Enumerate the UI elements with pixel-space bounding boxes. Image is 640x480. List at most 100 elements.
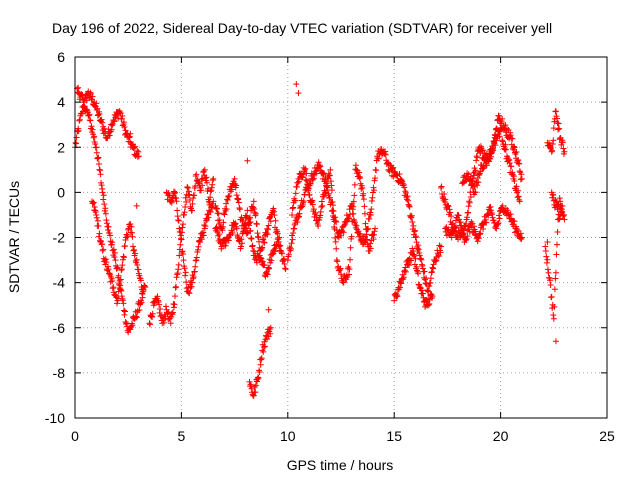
data-point xyxy=(356,175,363,182)
data-point xyxy=(418,287,425,294)
data-point xyxy=(375,155,382,162)
data-point xyxy=(402,264,409,271)
data-point xyxy=(260,239,267,246)
data-point xyxy=(135,266,142,273)
data-point xyxy=(95,222,102,229)
data-point xyxy=(218,245,225,252)
data-point xyxy=(128,323,135,330)
data-point xyxy=(406,262,413,269)
data-point xyxy=(111,118,118,125)
data-point xyxy=(203,179,210,186)
y-tick-label: -4 xyxy=(53,275,66,291)
data-point xyxy=(193,257,200,264)
data-point xyxy=(288,240,295,247)
data-point xyxy=(360,196,367,203)
data-point xyxy=(89,93,96,100)
data-point xyxy=(257,254,264,261)
data-point xyxy=(290,230,297,237)
data-point xyxy=(221,211,228,218)
data-point xyxy=(368,206,375,213)
data-point xyxy=(171,301,178,308)
data-point xyxy=(328,182,335,189)
data-point xyxy=(172,189,179,196)
data-point xyxy=(209,177,216,184)
data-point xyxy=(186,191,193,198)
data-point xyxy=(154,293,161,300)
data-point xyxy=(94,217,101,224)
data-point xyxy=(312,170,319,177)
data-point xyxy=(170,304,177,311)
data-point xyxy=(123,320,130,327)
data-point xyxy=(332,214,339,221)
data-point xyxy=(513,223,520,230)
data-point xyxy=(255,375,262,382)
data-point xyxy=(397,284,404,291)
data-point-outlier xyxy=(265,306,272,313)
data-point xyxy=(281,255,288,262)
data-point xyxy=(329,207,336,214)
data-point xyxy=(122,308,129,315)
data-point xyxy=(368,198,375,205)
data-point xyxy=(548,293,555,300)
data-point xyxy=(357,174,364,181)
data-point xyxy=(303,177,310,184)
data-point xyxy=(262,332,269,339)
data-point xyxy=(424,287,431,294)
data-point xyxy=(191,269,198,276)
data-point xyxy=(136,306,143,313)
data-point xyxy=(237,245,244,252)
data-point xyxy=(233,182,240,189)
x-tick-label: 0 xyxy=(71,428,79,444)
data-point xyxy=(292,217,299,224)
data-point xyxy=(225,237,232,244)
data-point xyxy=(406,202,413,209)
x-tick-labels: 0 5 10 15 20 25 xyxy=(71,428,615,444)
data-point xyxy=(407,213,414,220)
data-point xyxy=(176,225,183,232)
data-point xyxy=(473,157,480,164)
data-point xyxy=(324,179,331,186)
data-point xyxy=(285,251,292,258)
data-point xyxy=(553,241,560,248)
data-point xyxy=(398,177,405,184)
data-point xyxy=(157,305,164,312)
data-point xyxy=(265,222,272,229)
data-point xyxy=(398,177,405,184)
data-point xyxy=(107,232,114,239)
data-point xyxy=(120,300,127,307)
data-point xyxy=(340,229,347,236)
data-point xyxy=(110,246,117,253)
data-point xyxy=(119,112,126,119)
data-point xyxy=(480,165,487,172)
data-point xyxy=(334,258,341,265)
data-point-outlier xyxy=(295,90,302,97)
data-point xyxy=(360,190,367,197)
data-point xyxy=(116,281,123,288)
data-point xyxy=(413,263,420,270)
data-point xyxy=(403,196,410,203)
data-point xyxy=(362,220,369,227)
data-point xyxy=(409,219,416,226)
data-point xyxy=(180,257,187,264)
data-point xyxy=(177,232,184,239)
data-point xyxy=(542,243,549,250)
data-point xyxy=(257,361,264,368)
data-point xyxy=(428,294,435,301)
data-point xyxy=(120,119,127,126)
data-point xyxy=(99,247,106,254)
data-point xyxy=(121,311,128,318)
data-point xyxy=(409,245,416,252)
data-point xyxy=(428,269,435,276)
data-point xyxy=(247,228,254,235)
data-point xyxy=(333,257,340,264)
data-point xyxy=(99,185,106,192)
data-point xyxy=(306,191,313,198)
data-point xyxy=(133,313,140,320)
data-point xyxy=(129,243,136,250)
data-point-outlier xyxy=(414,248,421,255)
data-point xyxy=(334,233,341,240)
data-point xyxy=(275,236,282,243)
data-point xyxy=(438,183,445,190)
data-point xyxy=(432,258,439,265)
